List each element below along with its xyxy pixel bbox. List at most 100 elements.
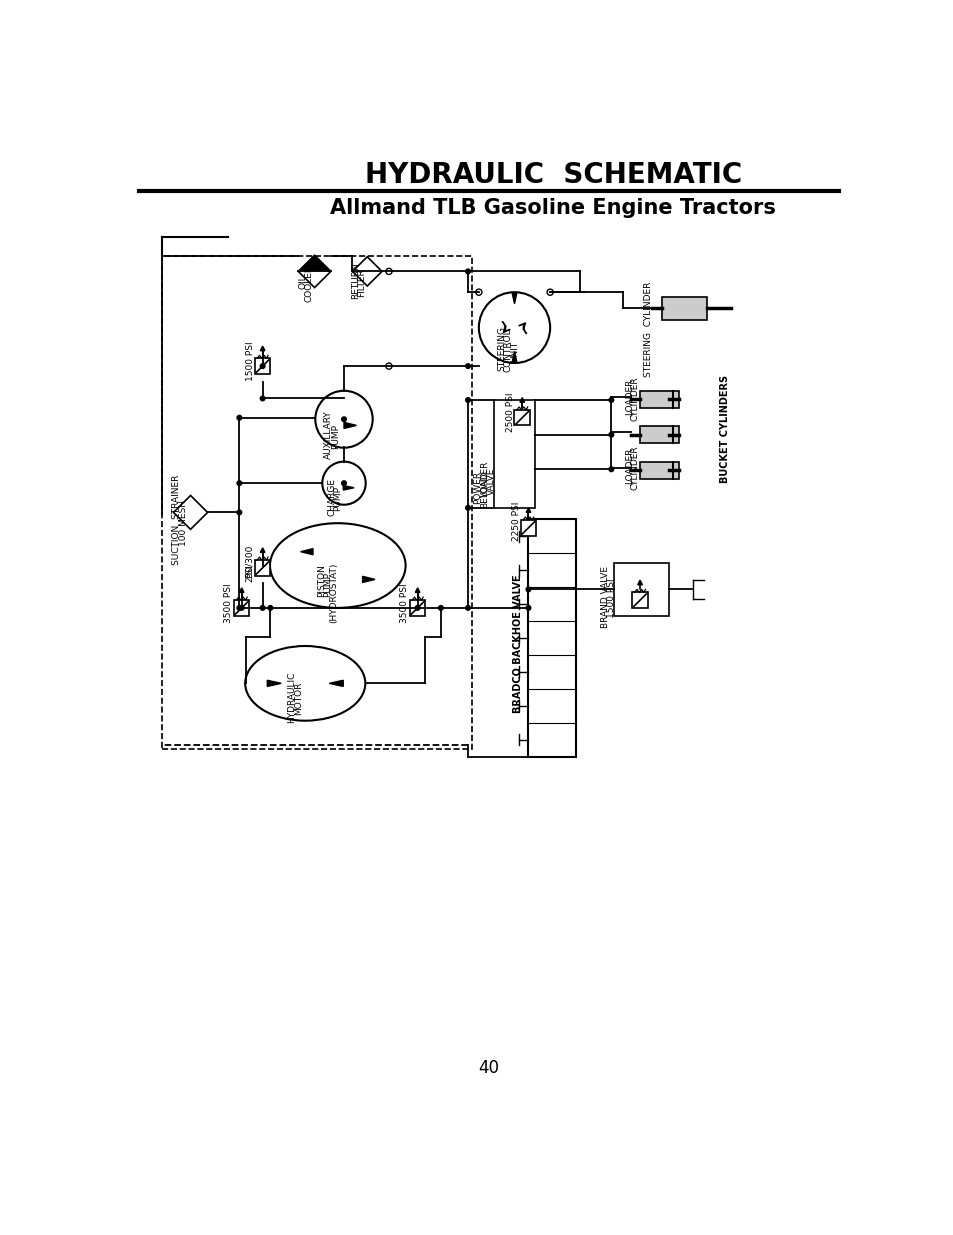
- Polygon shape: [239, 588, 244, 593]
- Bar: [632, 593, 647, 608]
- Text: (HYDROSTAT): (HYDROSTAT): [329, 562, 338, 622]
- Circle shape: [465, 269, 470, 274]
- Bar: [661, 296, 706, 320]
- Bar: [254, 358, 270, 374]
- Ellipse shape: [270, 524, 405, 608]
- Bar: [514, 410, 530, 425]
- Text: COOLER: COOLER: [304, 264, 314, 301]
- Text: CHARGE: CHARGE: [327, 478, 335, 516]
- Text: LOADER: LOADER: [624, 448, 633, 484]
- Polygon shape: [298, 256, 331, 272]
- Circle shape: [239, 605, 244, 610]
- Circle shape: [525, 587, 530, 592]
- Text: BRADCO BACKHOE VALVE: BRADCO BACKHOE VALVE: [513, 574, 523, 713]
- Circle shape: [385, 268, 392, 274]
- Circle shape: [236, 510, 241, 515]
- Bar: [520, 520, 536, 536]
- Polygon shape: [300, 548, 313, 555]
- Polygon shape: [329, 680, 343, 687]
- Polygon shape: [353, 257, 381, 287]
- Circle shape: [465, 364, 470, 368]
- Circle shape: [438, 605, 443, 610]
- Bar: [233, 600, 249, 615]
- Circle shape: [465, 605, 470, 610]
- Circle shape: [315, 390, 373, 448]
- Text: BUCKET CYLINDERS: BUCKET CYLINDERS: [720, 375, 730, 483]
- Text: UNIT: UNIT: [510, 341, 518, 362]
- Text: PSI: PSI: [245, 564, 253, 578]
- Circle shape: [608, 467, 613, 472]
- Circle shape: [236, 480, 241, 485]
- Bar: [613, 563, 669, 615]
- Circle shape: [236, 415, 241, 420]
- Text: 2250 PSI: 2250 PSI: [512, 501, 520, 541]
- Bar: [528, 520, 576, 757]
- Bar: [639, 390, 679, 408]
- Polygon shape: [260, 346, 265, 351]
- Circle shape: [385, 363, 392, 369]
- Text: BRAND VALVE: BRAND VALVE: [600, 566, 609, 629]
- Text: RETURN: RETURN: [351, 262, 359, 299]
- Text: HYDRAULIC  SCHEMATIC: HYDRAULIC SCHEMATIC: [364, 161, 741, 189]
- Polygon shape: [260, 548, 265, 552]
- Text: STEERING: STEERING: [497, 326, 506, 370]
- Circle shape: [260, 364, 265, 368]
- Circle shape: [608, 398, 613, 403]
- Text: CYLINDER: CYLINDER: [630, 446, 639, 490]
- Bar: [494, 400, 534, 508]
- Polygon shape: [344, 422, 356, 429]
- Circle shape: [236, 605, 241, 610]
- Circle shape: [546, 289, 553, 295]
- Text: 1500 PSI: 1500 PSI: [246, 342, 255, 382]
- Text: 2500 PSI: 2500 PSI: [506, 393, 515, 432]
- Text: POWER: POWER: [473, 471, 482, 504]
- Text: PUMP: PUMP: [331, 424, 339, 448]
- Text: FILTER: FILTER: [357, 268, 366, 296]
- Text: PUMP: PUMP: [333, 487, 342, 511]
- Text: SUCTION  STRAINER: SUCTION STRAINER: [172, 475, 181, 566]
- Polygon shape: [173, 495, 208, 530]
- Circle shape: [260, 605, 265, 610]
- Text: LOADER: LOADER: [624, 379, 633, 415]
- Text: 3500 PSI: 3500 PSI: [399, 583, 409, 624]
- Polygon shape: [525, 508, 530, 513]
- Bar: [254, 561, 270, 576]
- Circle shape: [608, 432, 613, 437]
- Polygon shape: [415, 588, 419, 593]
- Text: HYDRAULIC: HYDRAULIC: [287, 672, 296, 722]
- Ellipse shape: [245, 646, 365, 721]
- Polygon shape: [512, 293, 517, 304]
- Text: PUMP: PUMP: [323, 572, 332, 598]
- Text: VALVE: VALVE: [486, 468, 496, 495]
- Circle shape: [476, 289, 481, 295]
- Circle shape: [341, 417, 346, 421]
- Text: 250/300: 250/300: [245, 545, 253, 582]
- Text: CYLINDER: CYLINDER: [630, 377, 639, 421]
- Text: Allmand TLB Gasoline Engine Tractors: Allmand TLB Gasoline Engine Tractors: [330, 199, 776, 219]
- Circle shape: [322, 462, 365, 505]
- Polygon shape: [519, 398, 524, 403]
- Text: STEERING  CYLINDER: STEERING CYLINDER: [643, 282, 653, 377]
- Circle shape: [268, 605, 273, 610]
- Text: 100 MESH: 100 MESH: [179, 500, 188, 546]
- Bar: [162, 256, 472, 748]
- Text: MOTOR: MOTOR: [294, 682, 302, 715]
- Text: OIL: OIL: [298, 274, 307, 289]
- Polygon shape: [267, 680, 281, 687]
- Text: CONTROL: CONTROL: [503, 329, 513, 372]
- Bar: [639, 426, 679, 443]
- Polygon shape: [512, 352, 517, 362]
- Text: 40: 40: [477, 1060, 499, 1077]
- Bar: [639, 462, 679, 478]
- Circle shape: [525, 605, 530, 610]
- Circle shape: [260, 396, 265, 401]
- Polygon shape: [362, 577, 375, 583]
- Polygon shape: [637, 580, 641, 585]
- Text: BEYOND: BEYOND: [479, 471, 488, 508]
- Circle shape: [478, 293, 550, 363]
- Circle shape: [465, 505, 470, 510]
- Text: 1500 PSI: 1500 PSI: [606, 579, 616, 619]
- Circle shape: [465, 398, 470, 403]
- Polygon shape: [298, 256, 331, 288]
- Text: 3500 PSI: 3500 PSI: [224, 583, 233, 624]
